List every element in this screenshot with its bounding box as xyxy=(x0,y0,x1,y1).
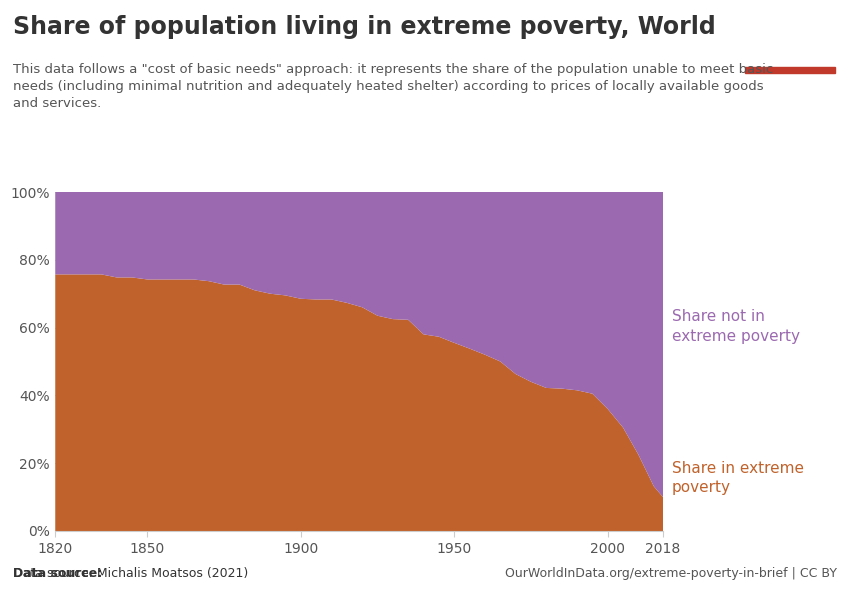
Text: Data source: Michalis Moatsos (2021): Data source: Michalis Moatsos (2021) xyxy=(13,567,248,580)
Text: in Data: in Data xyxy=(768,43,811,53)
Text: Share of population living in extreme poverty, World: Share of population living in extreme po… xyxy=(13,15,716,39)
Text: This data follows a "cost of basic needs" approach: it represents the share of t: This data follows a "cost of basic needs… xyxy=(13,63,773,110)
Text: Data source:: Data source: xyxy=(13,567,102,580)
Bar xyxy=(745,67,835,73)
Text: Our World: Our World xyxy=(760,23,819,33)
Text: Share in extreme
poverty: Share in extreme poverty xyxy=(672,461,803,496)
Text: Share not in
extreme poverty: Share not in extreme poverty xyxy=(672,309,800,344)
Text: OurWorldInData.org/extreme-poverty-in-brief | CC BY: OurWorldInData.org/extreme-poverty-in-br… xyxy=(505,567,837,580)
